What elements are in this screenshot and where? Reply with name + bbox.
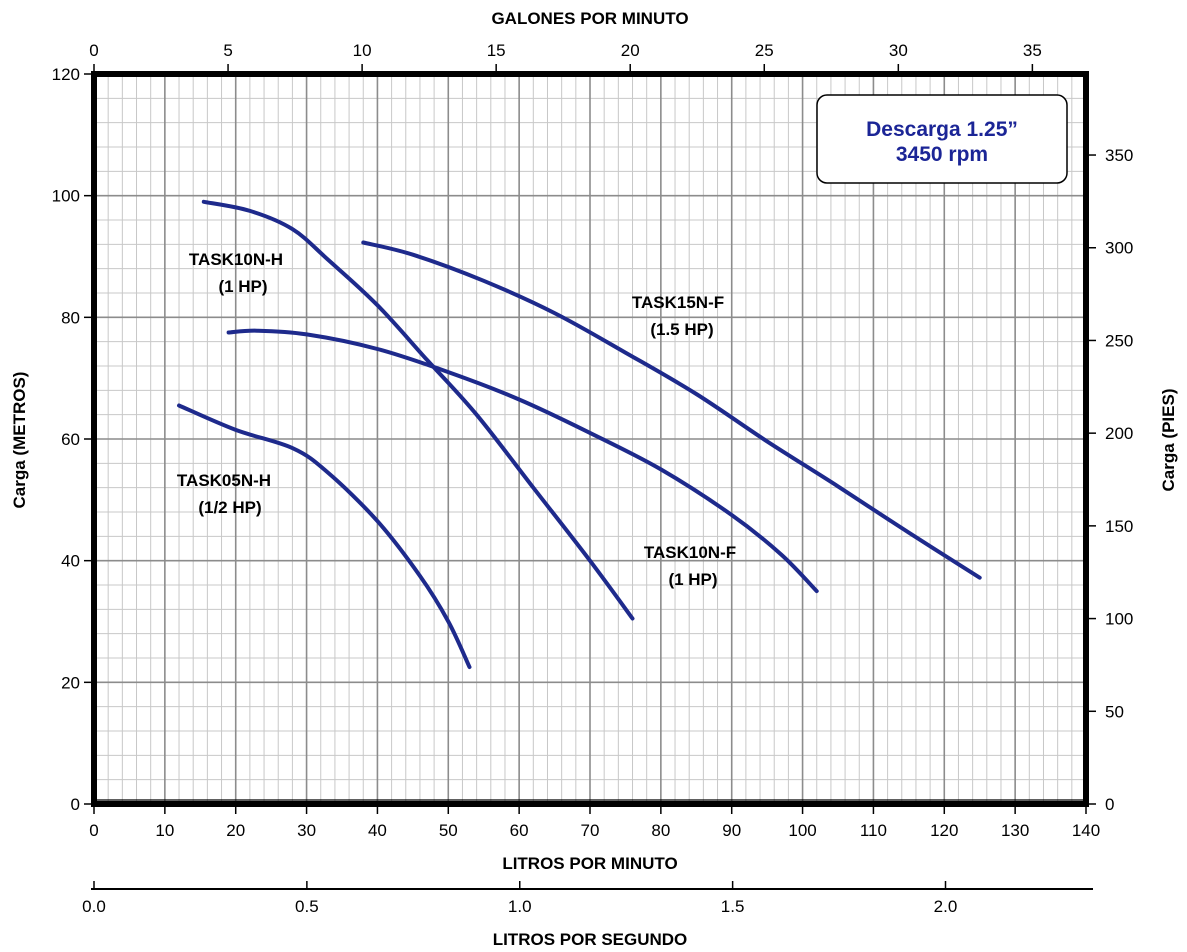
- top-tick-label: 35: [1023, 41, 1042, 60]
- left-tick-label: 80: [61, 308, 80, 327]
- top-axis-title: GALONES POR MINUTO: [491, 9, 688, 28]
- right-axis-title: Carga (PIES): [1159, 389, 1178, 492]
- label-task15n-f-hp: (1.5 HP): [650, 320, 713, 339]
- lps-axis-title: LITROS POR SEGUNDO: [493, 930, 688, 949]
- litros-por-segundo-axis: 0.0 0.5 1.0 1.5 2.0: [82, 881, 1093, 916]
- right-tick-label: 300: [1105, 239, 1133, 258]
- right-tick-label: 50: [1105, 702, 1124, 721]
- spec-box-frame: [816, 94, 1068, 184]
- left-tick-label: 0: [71, 795, 80, 814]
- bottom-tick-label: 70: [581, 821, 600, 840]
- curves: [177, 199, 982, 670]
- top-tick-label: 25: [755, 41, 774, 60]
- right-tick-label: 350: [1105, 146, 1133, 165]
- right-tick-label: 150: [1105, 517, 1133, 536]
- left-tick-label: 100: [52, 187, 80, 206]
- left-axis-title: Carga (METROS): [10, 372, 29, 509]
- left-tick-label: 20: [61, 673, 80, 692]
- lps-tick-label: 2.0: [934, 897, 958, 916]
- bottom-tick-label: 30: [297, 821, 316, 840]
- curve-task05n-h: [177, 403, 472, 670]
- bottom-tick-label: 120: [930, 821, 958, 840]
- right-axis-ticks: 0 50 100 150 200 250 300 350: [1089, 146, 1133, 814]
- left-axis-ticks: 0 20 40 60 80 100 120: [52, 65, 91, 814]
- lps-tick-label: 0.0: [82, 897, 106, 916]
- right-tick-label: 200: [1105, 424, 1133, 443]
- spec-rpm: 3450 rpm: [896, 143, 988, 166]
- left-tick-label: 40: [61, 552, 80, 571]
- bottom-tick-label: 50: [439, 821, 458, 840]
- right-tick-label: 0: [1105, 795, 1114, 814]
- label-task10n-f-hp: (1 HP): [668, 570, 717, 589]
- lps-tick-label: 1.5: [721, 897, 745, 916]
- left-tick-label: 60: [61, 430, 80, 449]
- curve-task10n-f: [226, 328, 819, 594]
- label-task05n-h-hp: (1/2 HP): [198, 498, 261, 517]
- lps-tick-label: 0.5: [295, 897, 319, 916]
- top-tick-label: 10: [353, 41, 372, 60]
- left-tick-label: 120: [52, 65, 80, 84]
- bottom-tick-label: 0: [89, 821, 98, 840]
- right-tick-label: 100: [1105, 610, 1133, 629]
- label-task05n-h: TASK05N-H: [177, 471, 271, 490]
- bottom-axis-ticks: 0 10 20 30 40 50 60 70 80 90 100 110 120 130 140: [89, 807, 1100, 840]
- spec-discharge: Descarga 1.25”: [866, 118, 1018, 141]
- top-axis-ticks: 0 5 10 15 20 25 30 35: [89, 41, 1042, 71]
- plot-frame: [91, 71, 1089, 807]
- bottom-tick-label: 20: [226, 821, 245, 840]
- top-tick-label: 5: [223, 41, 232, 60]
- top-tick-label: 30: [889, 41, 908, 60]
- bottom-axis-title: LITROS POR MINUTO: [502, 854, 677, 873]
- top-tick-label: 20: [621, 41, 640, 60]
- bottom-tick-label: 90: [722, 821, 741, 840]
- curve-task15n-f: [361, 240, 982, 580]
- bottom-tick-label: 10: [155, 821, 174, 840]
- bottom-tick-label: 130: [1001, 821, 1029, 840]
- curve-task10n-h: [201, 199, 635, 621]
- lps-tick-label: 1.0: [508, 897, 532, 916]
- label-task10n-f: TASK10N-F: [644, 543, 736, 562]
- bottom-tick-label: 60: [510, 821, 529, 840]
- bottom-tick-label: 140: [1072, 821, 1100, 840]
- top-tick-label: 15: [487, 41, 506, 60]
- spec-box: Descarga 1.25” 3450 rpm: [816, 94, 1068, 184]
- bottom-tick-label: 80: [651, 821, 670, 840]
- label-task10n-h-hp: (1 HP): [218, 277, 267, 296]
- right-tick-label: 250: [1105, 331, 1133, 350]
- label-task10n-h: TASK10N-H: [189, 250, 283, 269]
- bottom-tick-label: 40: [368, 821, 387, 840]
- top-tick-label: 0: [89, 41, 98, 60]
- label-task15n-f: TASK15N-F: [632, 293, 724, 312]
- bottom-tick-label: 110: [860, 821, 887, 840]
- bottom-tick-label: 100: [788, 821, 816, 840]
